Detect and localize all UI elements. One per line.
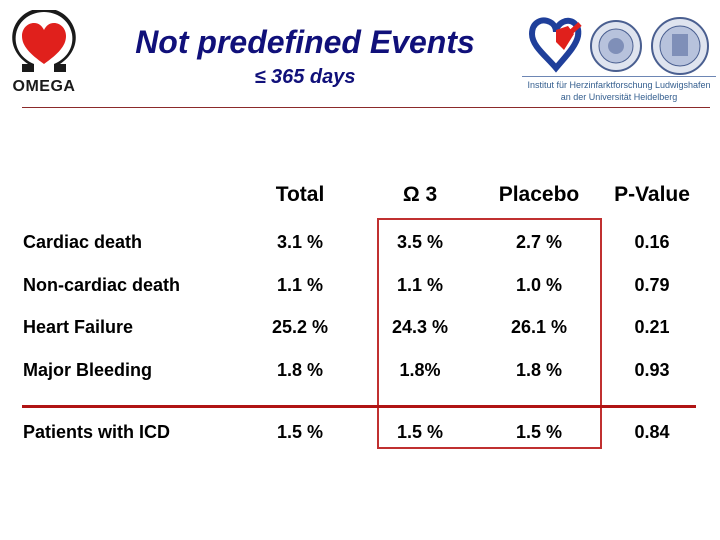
cell-omega3: 1.8% xyxy=(399,360,441,380)
column-header-omega3: Ω 3 xyxy=(402,183,438,206)
university-seal-1-icon xyxy=(590,20,642,72)
cell-pvalue: 0.16 xyxy=(634,232,670,252)
cell-total: 1.1 % xyxy=(276,275,324,295)
cell-placebo: 1.5 % xyxy=(515,422,563,442)
cell-omega3: 3.5 % xyxy=(396,232,444,252)
cell-pvalue: 0.84 xyxy=(634,422,670,442)
institute-caption-line1: Institut für Herzinfarktforschung Ludwig… xyxy=(527,80,711,90)
cell-omega3: 1.5 % xyxy=(396,422,444,442)
cell-total: 25.2 % xyxy=(271,317,329,337)
institute-logo-group xyxy=(528,17,709,75)
cell-placebo: 1.8 % xyxy=(515,360,563,380)
cell-pvalue: 0.93 xyxy=(634,360,670,380)
cell-total: 1.8 % xyxy=(276,360,324,380)
column-header-pvalue: P-Value xyxy=(614,183,690,206)
heart-institute-logo-icon xyxy=(528,17,582,73)
cell-pvalue: 0.79 xyxy=(634,275,670,295)
row-label-patients-with-icd: Patients with ICD xyxy=(23,422,171,442)
column-header-total: Total xyxy=(275,183,325,206)
omega-heart-icon xyxy=(12,8,76,72)
row-label-heart-failure: Heart Failure xyxy=(23,317,134,337)
header-divider xyxy=(22,107,710,108)
cell-omega3: 1.1 % xyxy=(396,275,444,295)
cell-total: 3.1 % xyxy=(276,232,324,252)
cell-omega3: 24.3 % xyxy=(391,317,449,337)
cell-pvalue: 0.21 xyxy=(634,317,670,337)
institute-caption-line2: an der Universität Heidelberg xyxy=(560,92,678,102)
institute-logos: Institut für Herzinfarktforschung Ludwig… xyxy=(522,12,716,107)
omega-logo: OMEGA xyxy=(8,8,80,95)
omega3-placebo-highlight xyxy=(377,218,602,449)
university-seal-2-icon xyxy=(651,17,709,75)
row-label-cardiac-death: Cardiac death xyxy=(23,232,143,252)
page-title: Not predefined Events xyxy=(135,24,475,60)
page-subtitle: ≤ 365 days xyxy=(254,66,356,88)
cell-placebo: 26.1 % xyxy=(510,317,568,337)
row-label-major-bleeding: Major Bleeding xyxy=(23,360,153,380)
table-divider xyxy=(22,405,696,408)
cell-placebo: 1.0 % xyxy=(515,275,563,295)
cell-total: 1.5 % xyxy=(276,422,324,442)
row-label-non-cardiac-death: Non-cardiac death xyxy=(23,275,181,295)
omega-brand-label: OMEGA xyxy=(12,78,76,95)
column-header-placebo: Placebo xyxy=(498,183,580,206)
cell-placebo: 2.7 % xyxy=(515,232,563,252)
